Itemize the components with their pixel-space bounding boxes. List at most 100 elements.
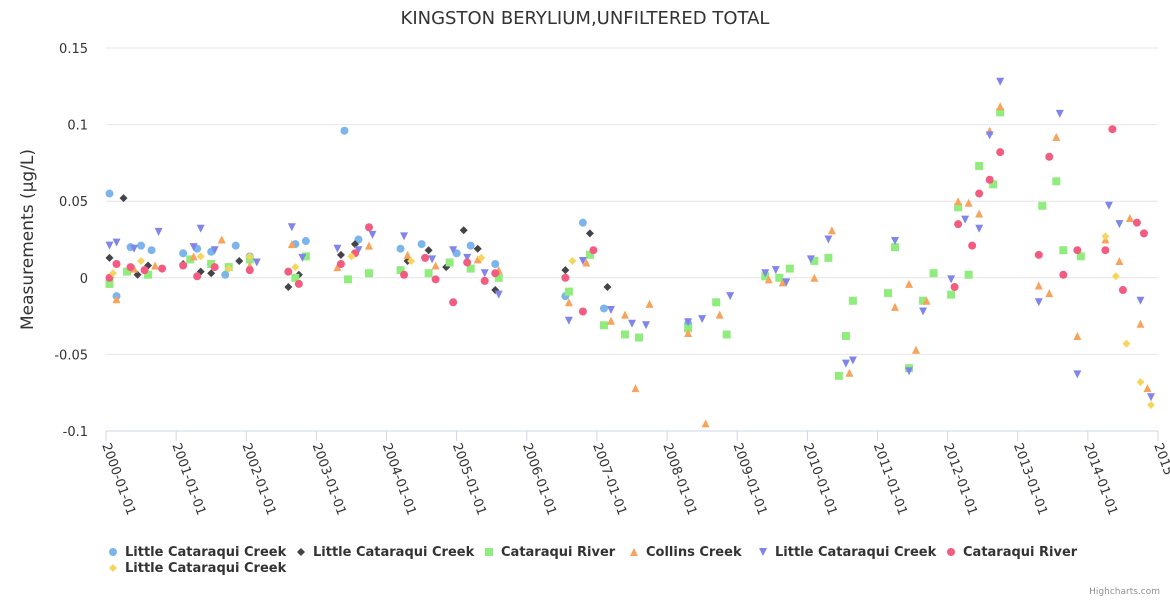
data-point[interactable]: [1118, 286, 1127, 295]
data-point[interactable]: [585, 250, 594, 259]
data-point[interactable]: [922, 296, 931, 305]
data-point[interactable]: [252, 258, 261, 267]
data-point[interactable]: [477, 253, 486, 262]
data-point[interactable]: [333, 244, 342, 253]
data-point[interactable]: [712, 298, 721, 307]
legend-symbol[interactable]: [297, 548, 305, 556]
data-point[interactable]: [954, 203, 963, 212]
data-point[interactable]: [891, 243, 899, 252]
data-point[interactable]: [824, 253, 833, 262]
data-point[interactable]: [964, 198, 973, 207]
data-point[interactable]: [834, 371, 843, 380]
data-point[interactable]: [463, 258, 472, 267]
data-point[interactable]: [137, 256, 146, 265]
data-point[interactable]: [130, 244, 139, 253]
data-point[interactable]: [452, 249, 461, 258]
data-point[interactable]: [564, 298, 573, 307]
data-point[interactable]: [365, 223, 373, 232]
data-point[interactable]: [684, 324, 693, 333]
data-point[interactable]: [1139, 229, 1148, 238]
data-point[interactable]: [144, 270, 153, 279]
data-point[interactable]: [968, 241, 977, 250]
data-point[interactable]: [620, 310, 629, 319]
data-point[interactable]: [578, 307, 587, 316]
data-point[interactable]: [1146, 400, 1155, 409]
data-point[interactable]: [245, 252, 254, 261]
data-point[interactable]: [105, 279, 114, 288]
data-point[interactable]: [301, 252, 310, 261]
data-point[interactable]: [1073, 332, 1082, 341]
data-point[interactable]: [891, 302, 899, 311]
data-point[interactable]: [354, 246, 363, 255]
data-point[interactable]: [343, 275, 352, 284]
data-point[interactable]: [1038, 201, 1047, 210]
data-point[interactable]: [891, 237, 899, 246]
data-point[interactable]: [996, 108, 1005, 117]
data-point[interactable]: [1146, 393, 1155, 402]
data-point[interactable]: [1132, 218, 1141, 227]
data-point[interactable]: [396, 244, 405, 253]
data-point[interactable]: [407, 256, 416, 265]
data-point[interactable]: [1034, 298, 1043, 307]
data-point[interactable]: [491, 269, 500, 278]
data-point[interactable]: [431, 261, 440, 270]
data-point[interactable]: [1059, 246, 1068, 255]
data-point[interactable]: [284, 267, 293, 276]
data-point[interactable]: [119, 194, 128, 203]
data-point[interactable]: [400, 270, 409, 279]
data-point[interactable]: [726, 292, 735, 301]
data-point[interactable]: [620, 330, 629, 339]
data-point[interactable]: [1052, 132, 1061, 141]
data-point[interactable]: [126, 263, 135, 272]
data-point[interactable]: [996, 77, 1005, 86]
data-point[interactable]: [210, 263, 219, 272]
data-point[interactable]: [841, 359, 850, 368]
data-point[interactable]: [112, 260, 121, 269]
data-point[interactable]: [1059, 270, 1068, 279]
data-point[interactable]: [350, 240, 359, 249]
legend-symbol[interactable]: [630, 548, 638, 556]
data-point[interactable]: [848, 296, 857, 305]
data-point[interactable]: [585, 229, 594, 238]
data-point[interactable]: [1076, 252, 1085, 261]
data-point[interactable]: [347, 252, 356, 261]
data-point[interactable]: [494, 273, 503, 282]
data-point[interactable]: [996, 102, 1005, 111]
data-point[interactable]: [722, 330, 731, 339]
data-point[interactable]: [606, 316, 615, 325]
data-point[interactable]: [1052, 177, 1061, 186]
data-point[interactable]: [568, 256, 577, 265]
data-point[interactable]: [105, 253, 114, 262]
data-point[interactable]: [564, 316, 573, 325]
legend-item[interactable]: Little Cataraqui Creek: [759, 545, 937, 560]
data-point[interactable]: [606, 305, 615, 314]
data-point[interactable]: [294, 279, 303, 288]
data-point[interactable]: [473, 244, 482, 253]
data-point[interactable]: [827, 226, 836, 235]
data-point[interactable]: [123, 267, 132, 276]
data-point[interactable]: [764, 275, 773, 284]
data-point[interactable]: [785, 264, 794, 273]
data-point[interactable]: [189, 243, 198, 252]
data-point[interactable]: [336, 260, 345, 269]
data-point[interactable]: [1034, 250, 1043, 259]
data-point[interactable]: [466, 241, 475, 250]
legend-symbol[interactable]: [485, 548, 493, 556]
data-point[interactable]: [459, 226, 468, 235]
data-point[interactable]: [1073, 370, 1082, 379]
legend-item[interactable]: Little Cataraqui Creek: [109, 545, 287, 560]
data-point[interactable]: [217, 235, 226, 244]
data-point[interactable]: [1122, 339, 1131, 348]
data-point[interactable]: [954, 220, 963, 229]
data-point[interactable]: [491, 260, 500, 269]
data-point[interactable]: [154, 227, 163, 236]
data-point[interactable]: [340, 126, 349, 135]
data-point[interactable]: [564, 287, 573, 296]
data-point[interactable]: [975, 161, 984, 170]
data-point[interactable]: [336, 250, 345, 259]
data-point[interactable]: [1101, 246, 1110, 255]
data-point[interactable]: [806, 255, 815, 264]
data-point[interactable]: [480, 269, 489, 278]
data-point[interactable]: [628, 319, 636, 328]
data-point[interactable]: [824, 235, 833, 244]
